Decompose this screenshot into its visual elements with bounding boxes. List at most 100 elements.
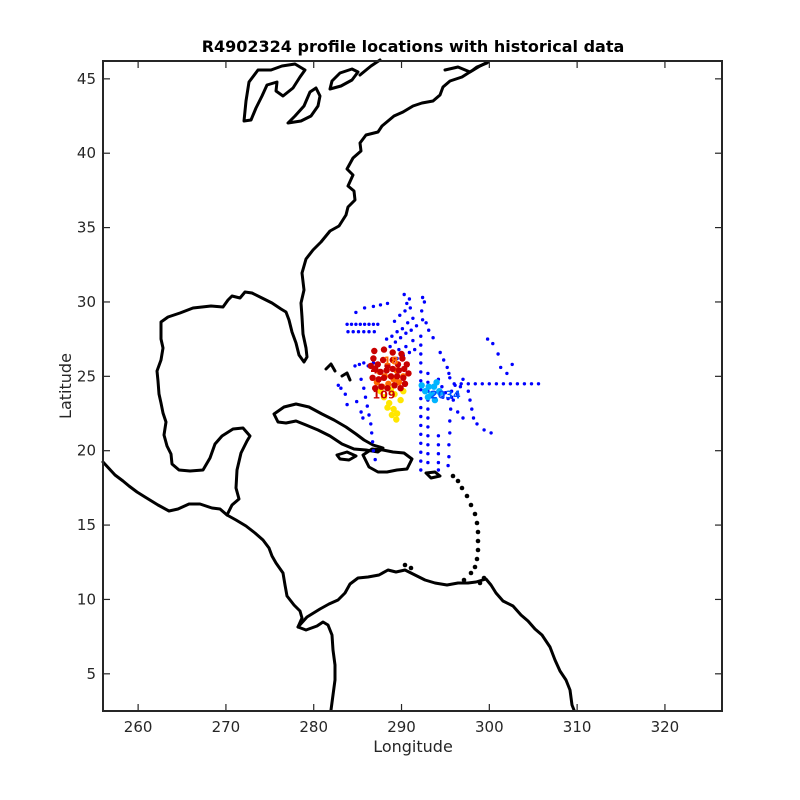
- profile-point: [389, 356, 396, 364]
- profile-point: [419, 450, 423, 454]
- profile-point: [487, 382, 491, 386]
- y-axis-label: Latitude: [56, 353, 75, 419]
- profile-point: [392, 319, 397, 323]
- profile-point: [496, 352, 500, 356]
- profile-point: [422, 300, 427, 304]
- profile-point: [345, 402, 349, 407]
- profile-point: [404, 344, 408, 349]
- profile-point: [362, 330, 366, 334]
- profile-point: [371, 347, 378, 355]
- profile-point: [397, 385, 404, 392]
- profile-point: [413, 347, 417, 352]
- profile-point: [529, 382, 534, 386]
- profile-point: [356, 330, 361, 334]
- profile-point: [369, 374, 376, 381]
- profile-point: [393, 340, 398, 344]
- profile-point: [480, 382, 484, 386]
- profile-point: [446, 463, 450, 468]
- profile-point: [367, 330, 371, 334]
- profile-point: [536, 382, 541, 386]
- profile-point: [395, 356, 399, 361]
- profile-point: [367, 413, 371, 417]
- profile-point: [371, 449, 376, 453]
- profile-point: [441, 395, 445, 399]
- profile-point: [411, 316, 415, 320]
- profile-point: [453, 383, 457, 387]
- profile-point: [419, 396, 423, 401]
- x-tick-label: 280: [299, 718, 328, 736]
- profile-point: [448, 419, 452, 423]
- profile-point: [398, 350, 405, 358]
- profile-point: [358, 322, 362, 326]
- profile-point: [398, 336, 403, 340]
- x-tick-label: 310: [563, 718, 592, 736]
- profile-point: [378, 383, 385, 390]
- chart-title: R4902324 profile locations with historic…: [202, 37, 625, 56]
- profile-point: [515, 382, 520, 386]
- profile-point: [473, 382, 477, 386]
- profile-point: [411, 338, 415, 343]
- profile-point: [404, 331, 408, 335]
- profile-point: [354, 310, 358, 315]
- profile-point: [406, 321, 410, 325]
- x-tick-label: 300: [475, 718, 504, 736]
- x-axis-label: Longitude: [373, 737, 453, 756]
- profile-point: [385, 301, 390, 306]
- profile-point: [372, 330, 376, 334]
- profile-point: [379, 356, 387, 364]
- profile-point: [409, 328, 413, 332]
- profile-point: [501, 382, 506, 386]
- profile-point: [451, 398, 455, 402]
- profile-point: [449, 407, 453, 411]
- profile-point: [371, 304, 376, 309]
- profile-point: [384, 337, 389, 341]
- profile-point: [349, 322, 354, 326]
- profile-point: [426, 416, 430, 420]
- profile-point: [443, 391, 448, 395]
- profile-point: [370, 431, 374, 435]
- profile-point: [419, 352, 423, 356]
- profile-point: [424, 321, 428, 325]
- profile-point: [346, 330, 350, 334]
- profile-point: [401, 380, 409, 387]
- profile-point: [384, 404, 391, 411]
- profile-point: [403, 309, 407, 313]
- profile-point: [375, 376, 382, 383]
- profile-point: [482, 428, 486, 432]
- profile-point: [461, 416, 465, 420]
- profile-point: [370, 355, 377, 362]
- profile-point: [359, 377, 363, 381]
- profile-point: [419, 432, 423, 436]
- profile-point: [456, 410, 460, 414]
- profile-point: [380, 394, 388, 401]
- profile-point: [510, 362, 514, 367]
- profile-point: [343, 392, 347, 396]
- profile-point: [426, 452, 430, 456]
- profile-point: [376, 322, 380, 326]
- profile-point: [419, 370, 423, 374]
- profile-point: [419, 334, 423, 338]
- profile-point: [456, 392, 460, 396]
- profile-point: [420, 318, 425, 322]
- profile-point: [522, 382, 527, 386]
- plot-frame: [102, 60, 723, 712]
- profile-point: [367, 322, 371, 326]
- profile-point: [373, 457, 377, 462]
- profile-point: [390, 405, 397, 413]
- profile-point: [485, 337, 490, 341]
- profile-point: [362, 386, 366, 390]
- profile-point: [393, 416, 400, 423]
- profile-point: [433, 379, 440, 386]
- profile-point: [419, 423, 423, 428]
- profile-point: [380, 374, 388, 381]
- profile-point: [419, 441, 423, 445]
- profile-point: [371, 322, 376, 326]
- profile-point: [419, 388, 423, 392]
- profile-point: [461, 377, 465, 381]
- y-tick-label: 40: [77, 144, 96, 162]
- profile-point: [419, 343, 423, 347]
- profile-point: [419, 414, 423, 419]
- y-tick-label: 15: [77, 516, 96, 534]
- profile-point: [418, 382, 425, 389]
- profile-point: [419, 379, 423, 383]
